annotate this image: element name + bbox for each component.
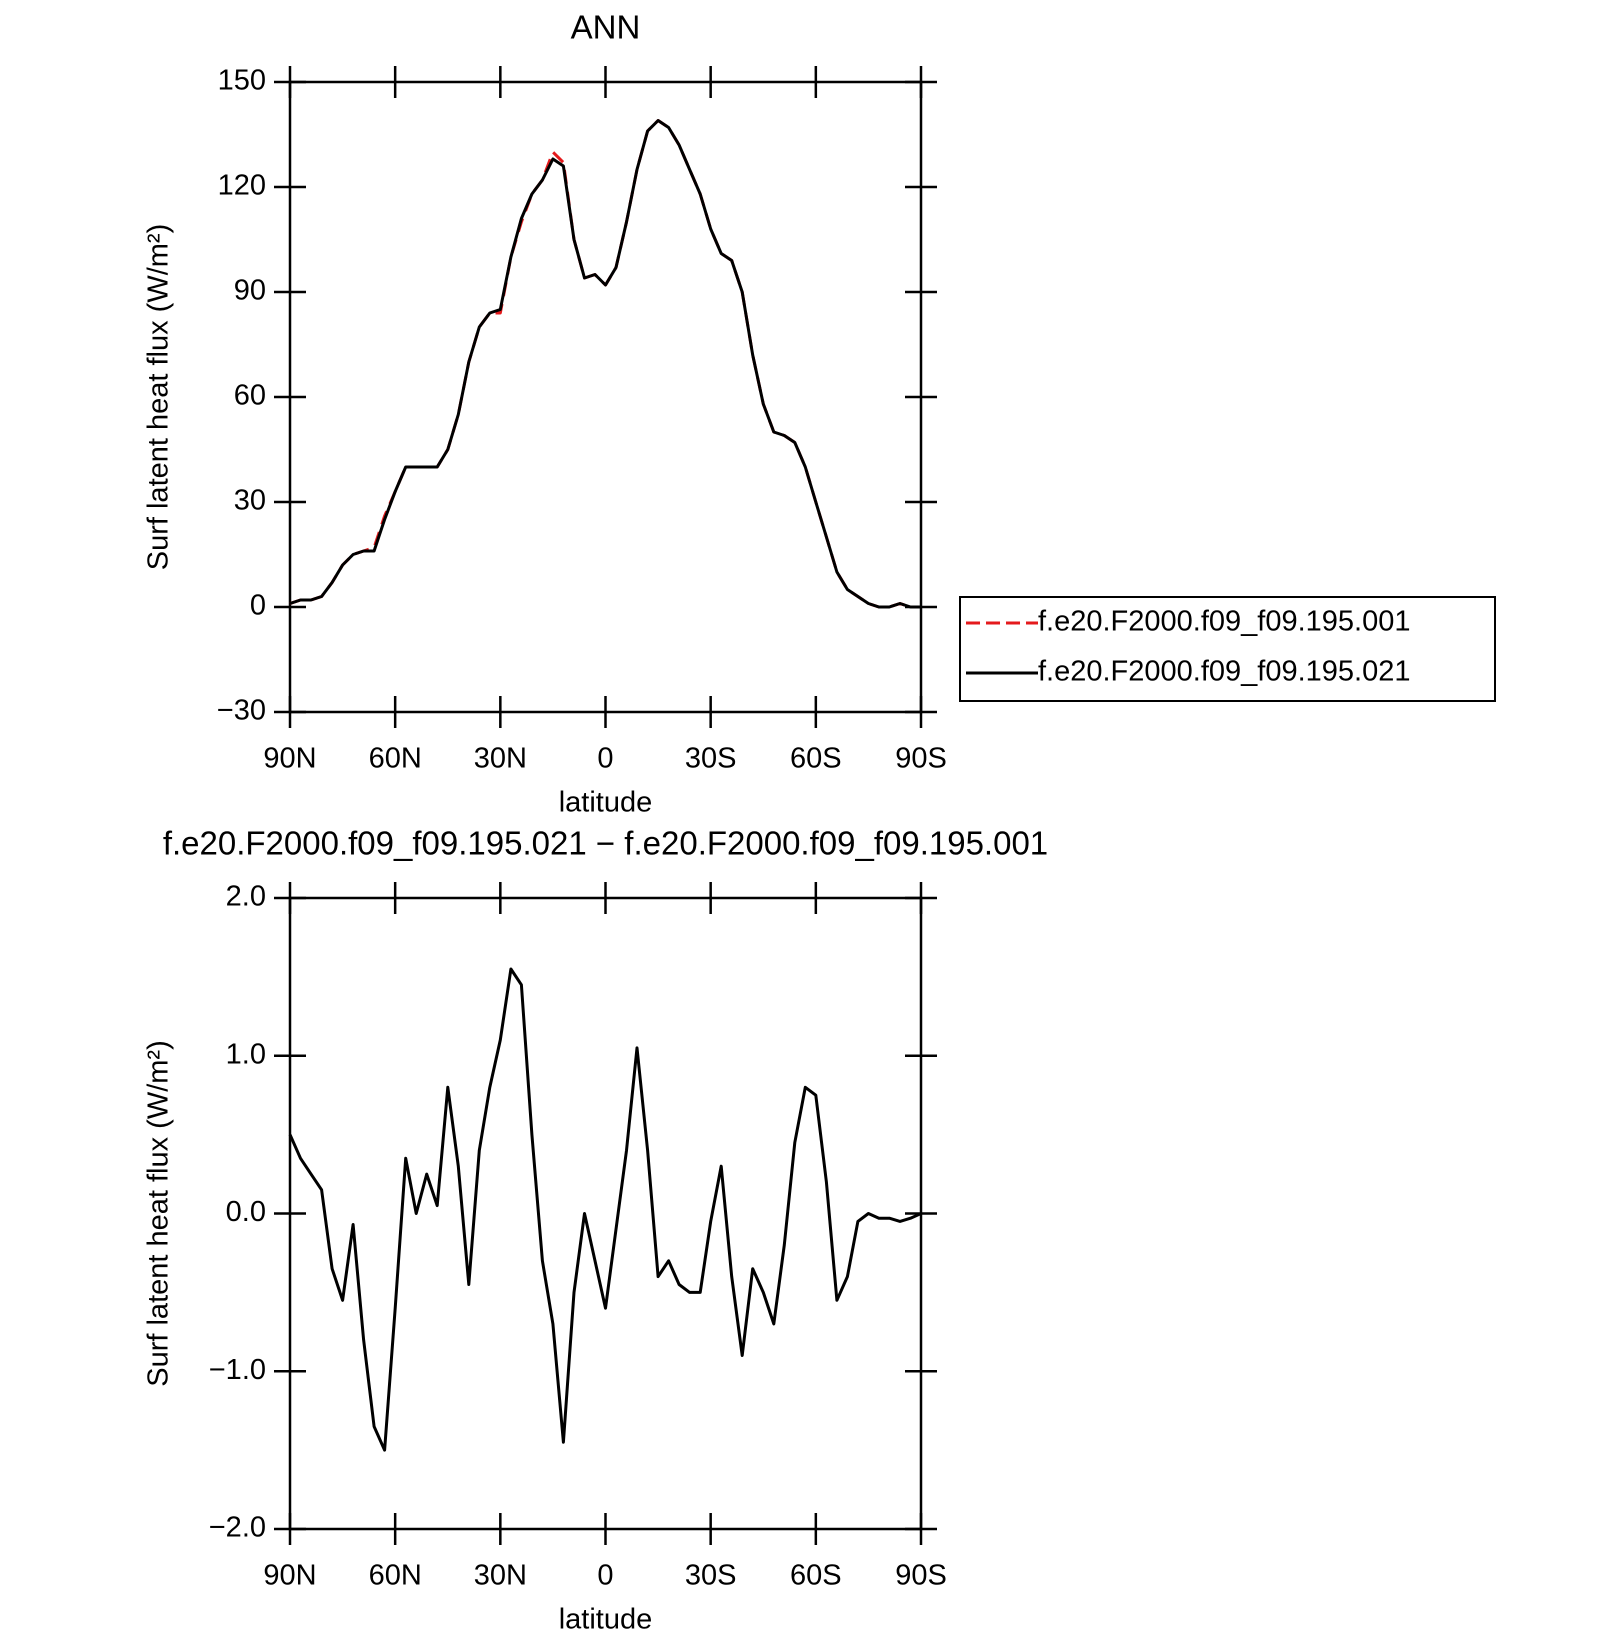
x-tick-label: 90S [895, 1560, 947, 1592]
x-tick-label: 30S [685, 743, 737, 775]
y-tick-label: 60 [234, 380, 266, 412]
x-tick-label: 90S [895, 743, 947, 775]
x-tick-label: 30N [474, 743, 527, 775]
x-axis-label: latitude [559, 787, 653, 819]
x-tick-label: 90N [263, 743, 316, 775]
y-tick-label: 150 [218, 65, 266, 97]
y-tick-label: 30 [234, 485, 266, 517]
data-line [288, 967, 922, 1452]
plot-frame [288, 80, 923, 714]
chart-title: f.e20.F2000.f09_f09.195.021 − f.e20.F200… [163, 825, 1048, 862]
legend-label: f.e20.F2000.f09_f09.195.021 [1038, 656, 1410, 688]
x-tick-label: 90N [263, 1560, 316, 1592]
x-tick-label: 60S [790, 1560, 842, 1592]
y-axis-label: Surf latent heat flux (W/m²) [143, 1040, 175, 1387]
legend-box [959, 596, 1496, 702]
y-tick-label: −2.0 [209, 1512, 266, 1544]
data-line [289, 119, 921, 609]
x-axis-label: latitude [559, 1604, 653, 1636]
y-tick-label: 0.0 [226, 1196, 266, 1228]
x-tick-label: 0 [597, 743, 613, 775]
legend-label: f.e20.F2000.f09_f09.195.001 [1038, 606, 1410, 638]
y-tick-label: −30 [217, 695, 266, 727]
y-tick-label: 1.0 [226, 1038, 266, 1070]
y-tick-label: 90 [234, 275, 266, 307]
y-tick-label: 2.0 [226, 881, 266, 913]
x-tick-label: 60N [369, 743, 422, 775]
y-tick-label: 0 [250, 590, 266, 622]
x-tick-label: 60N [369, 1560, 422, 1592]
y-tick-label: −1.0 [209, 1354, 266, 1386]
x-tick-label: 30N [474, 1560, 527, 1592]
y-axis-label: Surf latent heat flux (W/m²) [143, 224, 175, 571]
chart-title: ANN [571, 9, 641, 46]
y-tick-label: 120 [218, 170, 266, 202]
x-tick-label: 60S [790, 743, 842, 775]
x-tick-label: 0 [597, 1560, 613, 1592]
x-tick-label: 30S [685, 1560, 737, 1592]
